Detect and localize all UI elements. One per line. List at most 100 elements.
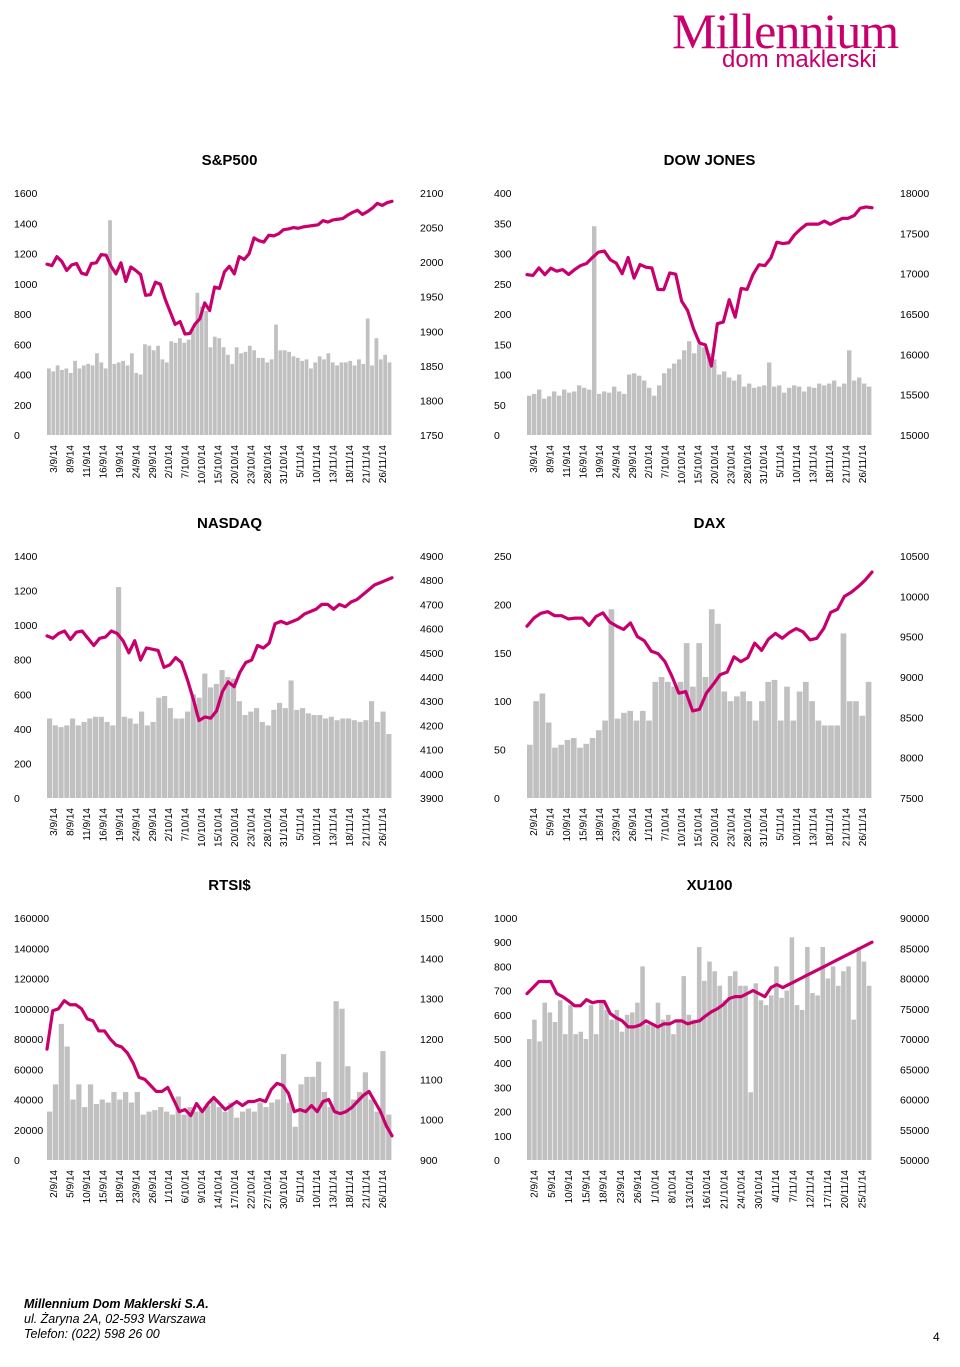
volume-bar	[779, 997, 784, 1160]
volume-bar	[820, 947, 826, 1160]
volume-bar	[374, 721, 380, 798]
x-axis-label: 13/11/14	[329, 445, 340, 484]
volume-bar	[557, 1000, 563, 1160]
x-axis-label: 10/10/14	[197, 808, 208, 847]
volume-bar	[369, 701, 375, 798]
right-axis-tick: 60000	[900, 1095, 929, 1107]
volume-bar	[570, 737, 577, 798]
left-axis-tick: 1400	[14, 551, 38, 563]
right-axis-tick: 4900	[420, 551, 444, 563]
volume-bar	[356, 1091, 363, 1160]
volume-bar	[334, 720, 340, 798]
volume-bar	[265, 725, 271, 798]
right-axis-tick: 10000	[900, 591, 929, 603]
volume-bar	[117, 1099, 123, 1160]
left-axis-tick: 0	[14, 793, 20, 805]
volume-bar	[236, 701, 242, 798]
volume-bar	[747, 383, 752, 435]
volume-bar	[259, 721, 265, 798]
volume-bar	[602, 720, 608, 798]
volume-bar	[652, 681, 659, 798]
volume-bar	[846, 701, 853, 798]
volume-bar	[542, 1002, 547, 1160]
volume-bar	[99, 362, 104, 435]
volume-bar	[640, 966, 645, 1160]
volume-bar	[672, 363, 677, 435]
volume-bar	[652, 395, 657, 435]
right-axis-tick: 65000	[900, 1064, 929, 1076]
volume-bar	[150, 721, 156, 798]
x-axis-label: 18/11/14	[825, 445, 836, 484]
volume-bar	[677, 681, 684, 798]
volume-bar	[602, 391, 607, 435]
volume-bar	[539, 693, 546, 798]
left-axis-tick: 600	[14, 339, 32, 351]
volume-bar	[827, 383, 832, 435]
x-axis-label: 10/10/14	[677, 445, 688, 484]
volume-bar	[727, 976, 733, 1160]
volume-bar	[362, 1072, 369, 1160]
right-axis-tick: 16000	[900, 349, 929, 361]
volume-bar	[300, 708, 306, 798]
volume-bar	[90, 365, 95, 435]
right-axis-tick: 85000	[900, 943, 929, 955]
volume-bar	[128, 1102, 135, 1160]
volume-bar	[173, 718, 179, 798]
right-axis-tick: 9000	[900, 672, 924, 684]
x-axis-label: 31/10/14	[759, 808, 770, 847]
volume-bar	[251, 1111, 257, 1160]
x-axis-label: 19/9/14	[115, 445, 126, 479]
volume-bar	[740, 691, 746, 798]
volume-bar	[627, 374, 632, 435]
chart-title: XU100	[687, 877, 733, 894]
left-axis-tick: 1000	[14, 620, 38, 632]
x-axis-label: 12/11/14	[806, 1170, 817, 1209]
x-axis-label: 28/10/14	[263, 445, 274, 484]
volume-bar	[219, 670, 225, 798]
volume-bar	[583, 1039, 589, 1160]
volume-bar	[609, 1019, 614, 1160]
x-axis-label: 18/9/14	[599, 1170, 610, 1204]
chart-dax: DAX 0 50 100 150 200 250 7500 8000 8500 9000 9500 10…	[494, 515, 929, 847]
x-axis-label: 8/9/14	[66, 808, 77, 836]
x-axis-label: 21/11/14	[361, 808, 372, 847]
volume-bar	[614, 1009, 620, 1160]
index-line	[525, 205, 874, 368]
right-axis-tick: 4100	[420, 745, 444, 757]
volume-bar	[282, 350, 287, 435]
right-axis-tick: 80000	[900, 974, 929, 986]
volume-bar	[387, 362, 392, 435]
x-axis-label: 18/11/14	[345, 445, 356, 484]
index-line	[525, 570, 874, 713]
volume-bar	[697, 344, 702, 435]
volume-bar	[64, 1046, 70, 1160]
x-axis-label: 2/10/14	[644, 445, 655, 479]
volume-bar	[254, 708, 260, 798]
x-axis-label: 26/11/14	[858, 445, 869, 484]
x-axis-label: 5/9/14	[66, 1170, 77, 1198]
x-axis-label: 23/10/14	[246, 808, 257, 847]
x-axis-label: 27/10/14	[263, 1170, 274, 1209]
volume-bar	[837, 386, 842, 435]
x-axis-label: 20/10/14	[230, 808, 241, 847]
volume-bar	[280, 1054, 287, 1161]
volume-bar	[108, 220, 112, 435]
right-axis-tick: 75000	[900, 1004, 929, 1016]
x-axis-label: 10/11/14	[312, 1170, 323, 1209]
volume-bar	[681, 976, 687, 1160]
left-axis-tick: 200	[494, 599, 512, 611]
left-axis-tick: 500	[494, 1034, 512, 1046]
volume-bar	[642, 380, 647, 435]
volume-bar	[774, 966, 779, 1160]
volume-bar	[310, 1076, 316, 1160]
volume-bar	[95, 353, 99, 435]
volume-bar	[151, 350, 156, 435]
volume-bar	[295, 357, 300, 435]
volume-bar	[64, 368, 69, 435]
right-axis-tick: 4700	[420, 599, 444, 611]
right-axis-tick: 4000	[420, 769, 444, 781]
volume-bar	[583, 743, 590, 798]
x-axis-label: 7/10/14	[661, 808, 672, 842]
volume-bar	[309, 368, 313, 435]
volume-bar	[758, 1000, 764, 1160]
